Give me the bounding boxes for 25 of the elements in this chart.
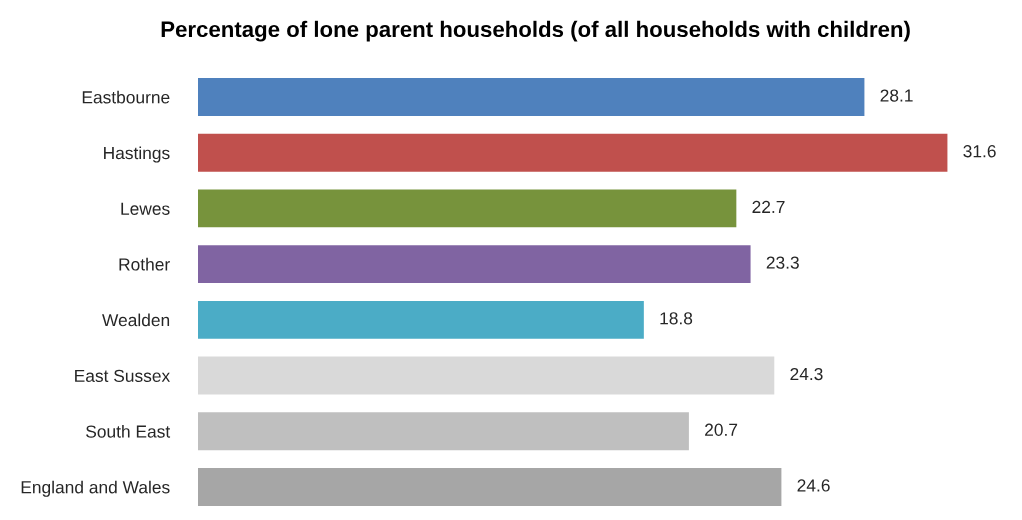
data-label: 24.3 (790, 367, 823, 381)
bar (197, 133, 948, 172)
data-label: 24.6 (797, 479, 830, 492)
chart-title: Percentage of lone parent households (of all households with children) (161, 20, 910, 42)
y-tick-label: Hastings (104, 146, 170, 163)
bar (197, 78, 865, 116)
y-tick-label: Lewes (121, 202, 170, 215)
y-tick-label: East Sussex (75, 369, 170, 382)
bar (197, 300, 644, 339)
data-label: 20.7 (705, 423, 738, 436)
y-tick-label: Rother (119, 257, 170, 271)
bar (197, 356, 775, 395)
y-tick-label: England and Wales (21, 480, 170, 497)
data-label: 18.8 (660, 312, 693, 325)
bar (197, 189, 737, 228)
y-tick-label: Wealden (102, 313, 170, 327)
data-label: 28.1 (880, 89, 913, 102)
data-label: 22.7 (752, 200, 785, 213)
bar (197, 245, 751, 284)
data-label: 31.6 (963, 145, 996, 158)
y-tick-label: South East (86, 424, 171, 438)
data-label: 23.3 (766, 256, 799, 269)
bar (197, 412, 689, 451)
y-tick-label: Eastbourne (82, 90, 170, 104)
bar (197, 468, 782, 506)
